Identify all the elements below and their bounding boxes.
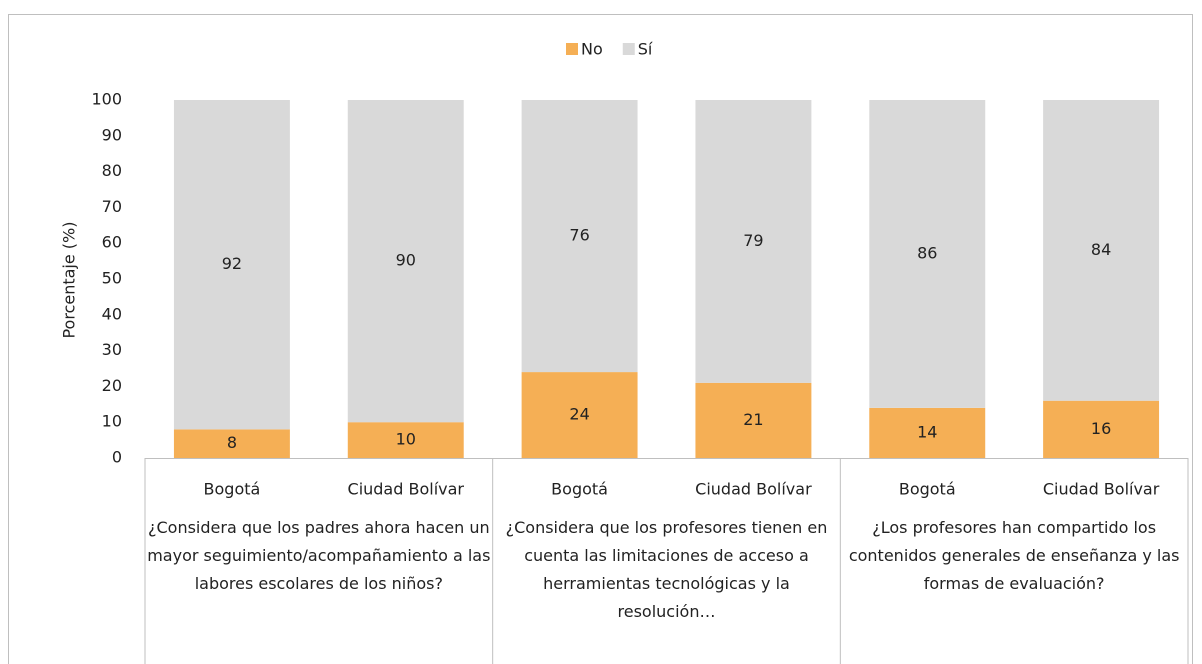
data-label: 76 [569, 226, 589, 245]
legend-swatch [622, 43, 635, 55]
y-tick-label: 70 [102, 197, 122, 216]
bar-segment [869, 100, 986, 408]
y-tick-label: 90 [102, 125, 122, 144]
data-label: 92 [222, 254, 242, 273]
bar-segment [347, 100, 464, 423]
legend-label: No [581, 40, 603, 59]
x-tick-label: Bogotá [551, 480, 608, 499]
data-label: 14 [917, 422, 937, 441]
data-label: 86 [917, 243, 937, 262]
legend-swatch [566, 43, 578, 55]
bar-segment [1043, 400, 1160, 458]
y-tick-label: 50 [102, 269, 122, 288]
x-tick-label: Bogotá [204, 480, 261, 499]
y-tick-label: 10 [102, 412, 122, 431]
bar-segment [173, 429, 290, 458]
y-tick-label: 60 [102, 233, 122, 252]
y-tick-label: 30 [102, 340, 122, 359]
bar-segment [869, 407, 986, 458]
bar-segment [521, 100, 638, 373]
x-tick-label: Ciudad Bolívar [348, 480, 465, 499]
y-tick-label: 40 [102, 304, 122, 323]
bar-segment [695, 100, 812, 383]
bar-segment [1043, 100, 1160, 401]
x-tick-label: Ciudad Bolívar [695, 480, 812, 499]
data-label: 21 [743, 410, 763, 429]
bar-segment [521, 372, 638, 458]
y-tick-label: 20 [102, 376, 122, 395]
y-tick-label: 100 [91, 90, 122, 109]
legend-label: Sí [638, 40, 653, 59]
group-label: ¿Los profesores han compartido los conte… [848, 518, 1180, 593]
data-label: 8 [227, 433, 237, 452]
group-label: ¿Considera que los profesores tienen en … [505, 518, 828, 621]
data-label: 24 [569, 405, 589, 424]
group-label: ¿Considera que los padres ahora hacen un… [147, 518, 491, 593]
data-label: 90 [396, 251, 416, 270]
data-label: 79 [743, 231, 763, 250]
bar-segment [695, 382, 812, 458]
y-tick-label: 80 [102, 161, 122, 180]
y-tick-label: 0 [112, 448, 122, 467]
data-label: 16 [1091, 419, 1111, 438]
y-axis-label: Porcentaje (%) [60, 221, 79, 338]
bar-segment [173, 100, 290, 430]
x-tick-label: Bogotá [899, 480, 956, 499]
x-tick-label: Ciudad Bolívar [1043, 480, 1160, 499]
bar-segment [347, 422, 464, 458]
data-label: 84 [1091, 240, 1111, 259]
data-label: 10 [396, 430, 416, 449]
